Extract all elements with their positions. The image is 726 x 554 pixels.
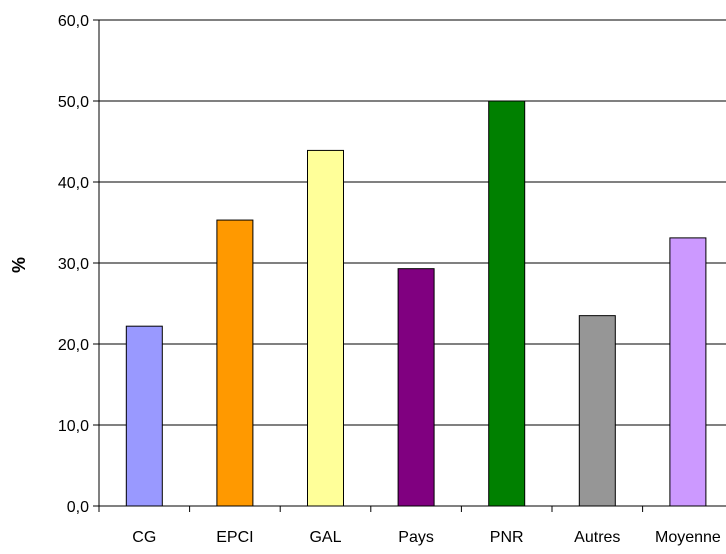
y-tick-label: 60,0 bbox=[58, 13, 89, 30]
x-tick-label: PNR bbox=[490, 529, 524, 546]
y-tick-label: 30,0 bbox=[58, 256, 89, 273]
y-tick-label: 40,0 bbox=[58, 175, 89, 192]
axes bbox=[93, 19, 726, 512]
x-tick-label: CG bbox=[132, 529, 156, 546]
bar-moyenne bbox=[669, 237, 707, 507]
y-tick-label: 0,0 bbox=[67, 499, 89, 516]
y-tick-label: 50,0 bbox=[58, 94, 89, 111]
bars bbox=[125, 100, 707, 507]
gridlines bbox=[99, 19, 726, 426]
bar-gal bbox=[307, 149, 344, 507]
y-axis-label: % bbox=[9, 257, 29, 273]
bar-epci bbox=[216, 219, 254, 507]
x-tick-label: Pays bbox=[398, 529, 434, 546]
bar-pnr bbox=[488, 100, 526, 507]
x-tick-label: Autres bbox=[574, 529, 620, 546]
y-tick-label: 10,0 bbox=[58, 418, 89, 435]
x-tick-label: Moyenne bbox=[655, 529, 721, 546]
x-tick-labels: CG EPCI GAL Pays PNR Autres Moyenne bbox=[132, 529, 721, 546]
bar-autres bbox=[578, 315, 616, 507]
y-tick-labels: 0,0 10,0 20,0 30,0 40,0 50,0 60,0 bbox=[58, 13, 89, 516]
x-tick-label: EPCI bbox=[216, 529, 253, 546]
bar-cg bbox=[125, 325, 163, 507]
y-tick-label: 20,0 bbox=[58, 337, 89, 354]
x-tick-label: GAL bbox=[309, 529, 341, 546]
bar-pays bbox=[397, 268, 435, 507]
